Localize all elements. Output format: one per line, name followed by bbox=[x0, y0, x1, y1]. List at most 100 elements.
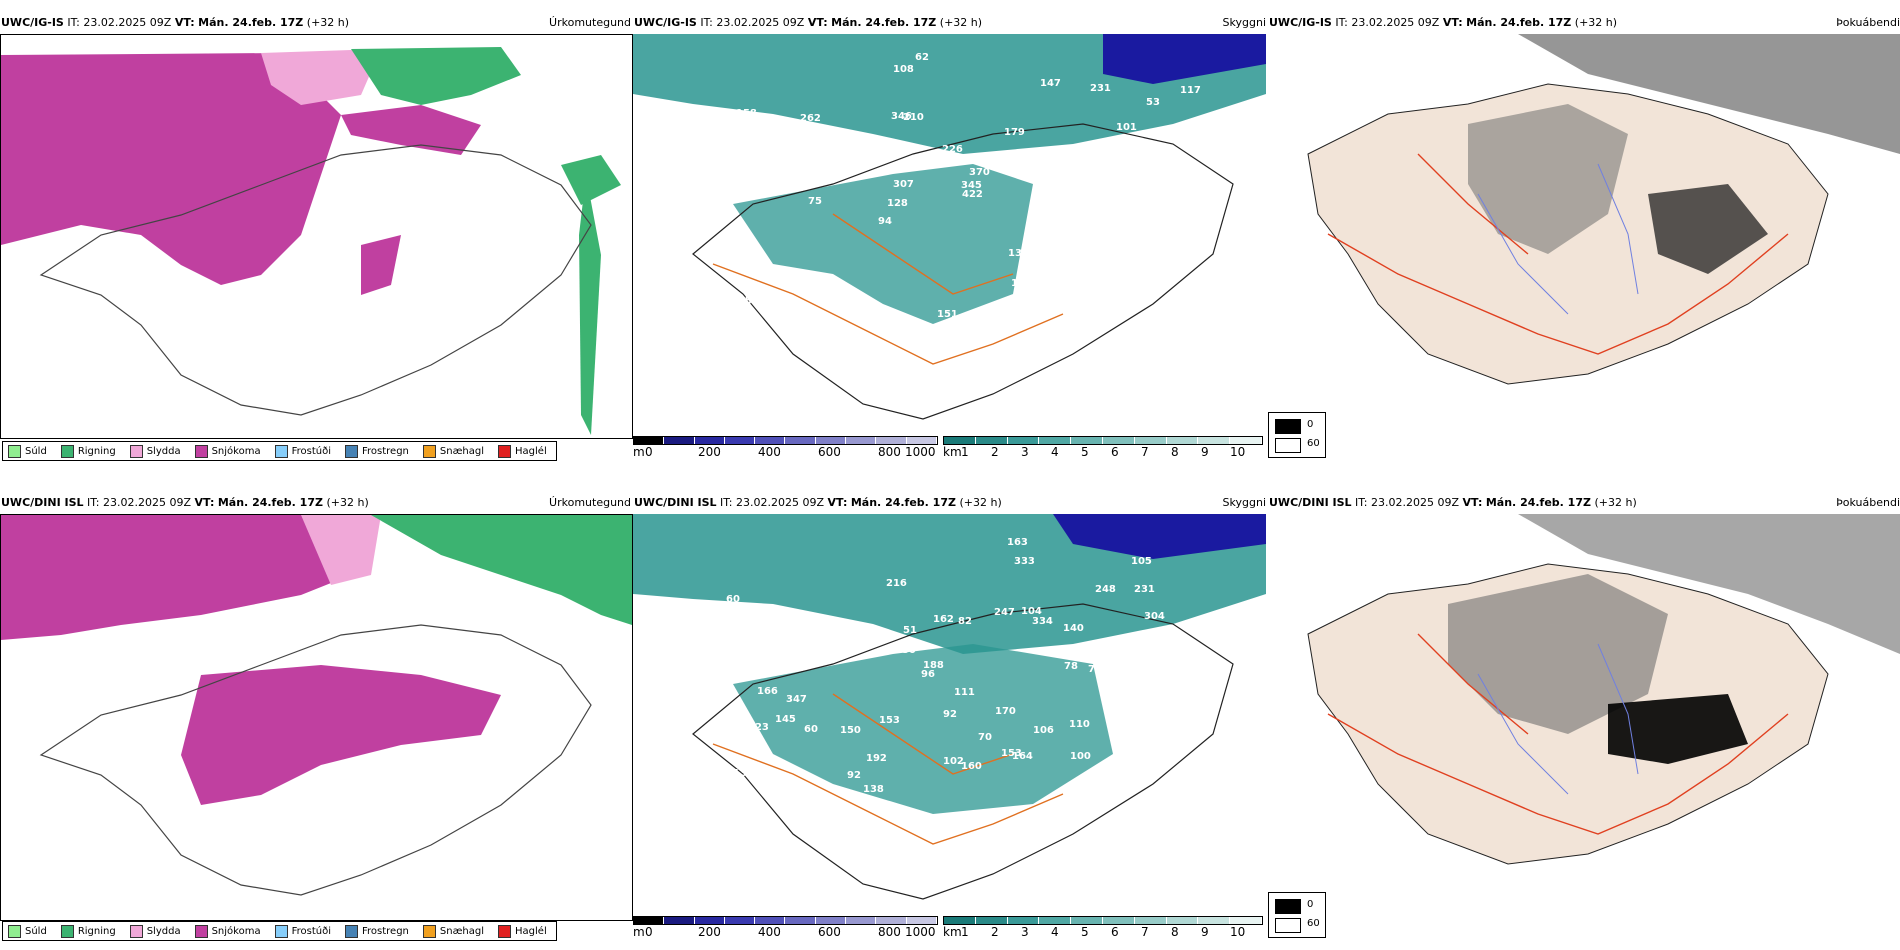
cloud-panel-top: UWC/IG-IS IT: 23.02.2025 09Z VT: Mán. 24… bbox=[633, 16, 1268, 463]
cloud-base-label: 95 bbox=[709, 371, 723, 382]
legend-item: Haglél bbox=[493, 924, 547, 938]
cloud-base-label: 135 bbox=[1097, 354, 1118, 365]
cloud-base-label: 209 bbox=[708, 340, 729, 351]
snow-blob bbox=[341, 105, 481, 155]
cloud-base-label: 346 bbox=[891, 111, 912, 122]
deep-cloud bbox=[1053, 514, 1266, 559]
fog-patch bbox=[1448, 574, 1668, 734]
cloud-base-label: 203 bbox=[787, 326, 808, 337]
legend-item: Súld bbox=[3, 924, 47, 938]
cloud-base-label: 192 bbox=[896, 322, 917, 333]
cloud-base-label: 422 bbox=[962, 189, 983, 200]
legend-item: Súld bbox=[3, 444, 47, 458]
cloud-base-label: 153 bbox=[1001, 748, 1022, 759]
cloud-base-label: 179 bbox=[1004, 127, 1025, 138]
cloud-base-label: 163 bbox=[1007, 537, 1028, 548]
river bbox=[1477, 163, 1639, 315]
product-type: Skyggni bbox=[1222, 16, 1266, 29]
cloud-base-label: 347 bbox=[786, 694, 807, 705]
precip-map bbox=[0, 34, 633, 439]
cloud-base-label: 264 bbox=[1103, 670, 1124, 681]
cloud-base-label: 252 bbox=[1087, 831, 1108, 842]
road bbox=[712, 213, 1064, 365]
cloud-base-label: 83 bbox=[777, 807, 791, 818]
height-scale: m 0 200 400 600 800 1000 bbox=[633, 436, 938, 463]
cloud-base-label: 125 bbox=[830, 152, 851, 163]
coastline bbox=[692, 603, 1234, 900]
precip-legend: Súld Rigning Slydda Snjókoma Frostúði Fr… bbox=[2, 921, 557, 941]
cloud-base-label: 127 bbox=[1138, 355, 1159, 366]
cloud-base-label: 72 bbox=[891, 832, 905, 843]
cloud-base-label: 158 bbox=[736, 108, 757, 119]
precip-legend: Súld Rigning Slydda Snjókoma Frostúði Fr… bbox=[2, 441, 557, 461]
cloud-base-label: 60 bbox=[804, 724, 818, 735]
cloud-base-label: 145 bbox=[775, 714, 796, 725]
cloud-base-label: 162 bbox=[933, 614, 954, 625]
cloud-base-label: 130 bbox=[776, 164, 797, 175]
product-type: Skyggni bbox=[1222, 496, 1266, 509]
legend-item: Snæhagl bbox=[418, 924, 484, 938]
cloud-base-label: 106 bbox=[1033, 725, 1054, 736]
cloud-base-label: 258 bbox=[945, 372, 966, 383]
cloud-base-label: 115 bbox=[731, 296, 752, 307]
cloud-base-label: 100 bbox=[1070, 751, 1091, 762]
cloud-base-label: 170 bbox=[995, 706, 1016, 717]
rain-area bbox=[561, 155, 621, 205]
coastline bbox=[39, 144, 592, 416]
cloud-base-label: 345 bbox=[961, 180, 982, 191]
cloud-base-label: 183 bbox=[747, 821, 768, 832]
snow-area bbox=[1, 53, 341, 285]
cloud-base-label: 248 bbox=[1095, 584, 1116, 595]
cloud-base-label: 73 bbox=[1143, 795, 1157, 806]
rain-area bbox=[351, 47, 521, 105]
cloud-base-label: 135 bbox=[733, 768, 754, 779]
cloud-base-label: 150 bbox=[1192, 171, 1213, 182]
cloud-base-label: 108 bbox=[893, 64, 914, 75]
cloud-base-label: 88 bbox=[1131, 318, 1145, 329]
cloud-base-label: 94 bbox=[878, 216, 892, 227]
cloud-base-label: 115 bbox=[1054, 819, 1075, 830]
legend-item: Rigning bbox=[56, 444, 116, 458]
river bbox=[1477, 643, 1639, 795]
cloud-base-label: 140 bbox=[1141, 664, 1162, 675]
cloud-base-label: 231 bbox=[1090, 83, 1111, 94]
precip-panel-top: UWC/IG-IS IT: 23.02.2025 09Z VT: Mán. 24… bbox=[0, 16, 633, 463]
rain-area bbox=[371, 515, 632, 625]
visibility-scale: km 1 2 3 4 5 6 7 8 9 10 bbox=[943, 916, 1263, 944]
cloud-base-label: 333 bbox=[1014, 556, 1035, 567]
cloud-base-label: 87 bbox=[1112, 733, 1126, 744]
cloud-base-label: 233 bbox=[844, 150, 865, 161]
cloud-base-label: 75 bbox=[808, 196, 822, 207]
precip-map bbox=[0, 514, 633, 921]
cloud-base-label: 102 bbox=[943, 756, 964, 767]
sleet-area bbox=[261, 49, 381, 105]
cloud-base-label: 243 bbox=[1024, 858, 1045, 869]
legend-item: Slydda bbox=[125, 924, 181, 938]
legend-item: Snæhagl bbox=[418, 444, 484, 458]
legend-item: Snjókoma bbox=[190, 924, 261, 938]
panel-title: UWC/IG-IS IT: 23.02.2025 09Z VT: Mán. 24… bbox=[1269, 16, 1618, 29]
cloud-base-label: 96 bbox=[713, 361, 727, 372]
precip-panel-bottom: UWC/DINI ISL IT: 23.02.2025 09Z VT: Mán.… bbox=[0, 496, 633, 946]
road bbox=[1327, 153, 1789, 355]
fog-map bbox=[1268, 514, 1900, 914]
legend-item: Frostúði bbox=[270, 444, 331, 458]
cloud-base-label: 210 bbox=[1136, 715, 1157, 726]
fog-legend: 0 60 bbox=[1268, 412, 1326, 458]
cloud-base-label: 188 bbox=[923, 660, 944, 671]
cloud-base-label: 192 bbox=[866, 753, 887, 764]
cloud-field bbox=[733, 164, 1033, 324]
cloud-base-label: 93 bbox=[1042, 246, 1056, 257]
cloud-base-label: 107 bbox=[728, 181, 749, 192]
cloud-base-label: 92 bbox=[943, 709, 957, 720]
fog-patch bbox=[1608, 694, 1748, 764]
cloud-base-label: 104 bbox=[1021, 606, 1042, 617]
panel-title: UWC/IG-IS IT: 23.02.2025 09Z VT: Mán. 24… bbox=[634, 16, 983, 29]
sleet-area bbox=[301, 515, 381, 585]
snow-blob bbox=[361, 235, 401, 295]
product-type: Úrkomutegund bbox=[549, 496, 631, 509]
fog-field bbox=[1518, 514, 1900, 654]
cloud-base-label: 132 bbox=[1146, 142, 1167, 153]
cloud-base-label: 105 bbox=[1131, 556, 1152, 567]
cloud-base-label: 153 bbox=[879, 715, 900, 726]
